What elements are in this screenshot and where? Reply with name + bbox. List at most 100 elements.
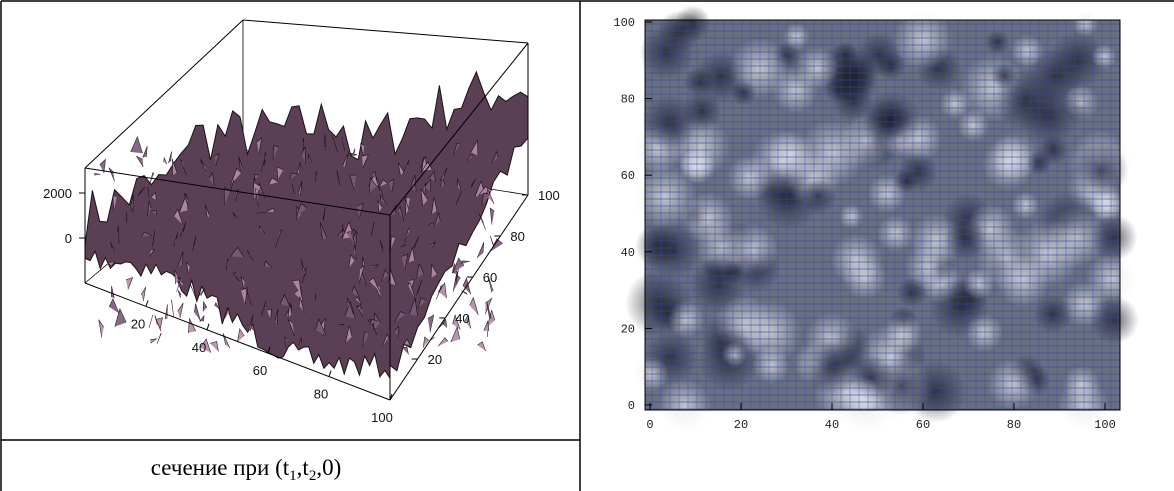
surface-mesh [94, 173, 101, 176]
box-edge [242, 19, 529, 44]
surface-mesh [352, 148, 356, 156]
surface-mesh [214, 302, 220, 310]
surface-mesh [457, 178, 462, 193]
surface-mesh [397, 162, 405, 176]
surface-mesh [209, 340, 219, 352]
surface-mesh [402, 159, 410, 175]
surface-mesh [371, 264, 380, 268]
surface-mesh [438, 322, 445, 329]
surface-mesh [164, 304, 168, 320]
surface-mesh [394, 311, 407, 323]
surface-mesh [99, 158, 106, 173]
surface-mesh [301, 146, 306, 164]
surface-mesh [147, 186, 150, 198]
surface-mesh [369, 277, 381, 292]
surface-mesh [346, 231, 357, 248]
surface-mesh [173, 208, 184, 225]
surface-mesh [284, 336, 288, 348]
surface-mesh [424, 182, 427, 198]
surface-mesh [163, 157, 168, 165]
surface-mesh [177, 302, 184, 319]
surface-mesh [379, 240, 384, 253]
surface-mesh [413, 236, 420, 249]
y-tick-label: 20 [621, 322, 635, 336]
surface-mesh [150, 191, 157, 201]
surface-mesh [424, 178, 432, 191]
surface-mesh [349, 174, 356, 191]
surface-mesh [258, 225, 266, 234]
surface-mesh [248, 314, 254, 331]
surface-mesh [487, 274, 494, 293]
surface-mesh [186, 261, 191, 274]
surface-mesh [173, 232, 178, 248]
surface-mesh [245, 288, 252, 306]
surface-mesh [422, 336, 430, 348]
surface-mesh [489, 207, 495, 225]
surface-mesh [394, 325, 400, 338]
surface-mesh [176, 277, 183, 292]
surface-mesh [223, 187, 231, 206]
surface-mesh [112, 195, 118, 211]
surface-mesh [417, 297, 427, 309]
surface-mesh [348, 254, 356, 269]
surface-mesh [150, 338, 158, 344]
surface-mesh [435, 284, 443, 300]
surface-mesh [344, 300, 356, 320]
y-tick-label: 40 [455, 311, 469, 326]
surface-mesh [437, 337, 449, 347]
surface-mesh [111, 285, 115, 299]
x-tick-label: 100 [1094, 418, 1116, 432]
surface-mesh [336, 170, 341, 186]
surface-mesh [199, 288, 205, 296]
tick-mark [267, 347, 271, 354]
surface-mesh [265, 207, 275, 213]
surface-mesh [427, 314, 435, 333]
surface-mesh [150, 210, 157, 215]
surface-mesh [194, 303, 201, 322]
surface-mesh [230, 246, 245, 258]
surface-mesh [289, 172, 298, 180]
surface-mesh [332, 136, 339, 153]
tick-mark [328, 370, 332, 377]
surface-mesh [362, 257, 366, 267]
surface-mesh [114, 307, 127, 327]
surface-mesh [390, 236, 396, 250]
surface-mesh [298, 180, 303, 196]
surface-mesh [320, 222, 328, 240]
surface-mesh [415, 279, 423, 296]
z-tick-label: 0 [65, 231, 72, 246]
surface-mesh [262, 151, 267, 169]
surface-mesh [478, 186, 493, 195]
surface-mesh [130, 135, 143, 154]
surface-mesh [256, 137, 263, 155]
surface-mesh [356, 303, 362, 311]
surface-mesh [140, 231, 152, 238]
surface-plot: 20 40 60 80 100 20 40 60 80 100 0 2000 [43, 19, 560, 425]
surface-mesh [470, 139, 479, 156]
surface-mesh [371, 170, 377, 180]
surface-mesh [125, 277, 134, 290]
surface-mesh [240, 287, 248, 305]
box-edge [389, 42, 529, 216]
surface-mesh [407, 246, 416, 263]
surface-mesh [156, 332, 162, 344]
x-tick-label: 20 [131, 316, 145, 331]
surface-mesh [427, 222, 435, 226]
surface-mesh [450, 326, 461, 343]
surface-mesh [268, 177, 279, 185]
surface-mesh [98, 319, 104, 338]
surface-mesh [401, 253, 409, 271]
surface-mesh [230, 180, 235, 193]
surface-mesh [430, 263, 438, 279]
surface-mesh [477, 341, 486, 352]
surface-mesh [226, 258, 229, 271]
surface-mesh [180, 159, 187, 176]
surface-mesh [287, 318, 295, 336]
tick-mark [145, 300, 149, 307]
x-tick-label: 40 [825, 418, 839, 432]
surface-mesh [369, 318, 379, 325]
surface-mesh [452, 273, 461, 292]
surface-mesh [177, 251, 184, 268]
surface-mesh [428, 170, 436, 182]
